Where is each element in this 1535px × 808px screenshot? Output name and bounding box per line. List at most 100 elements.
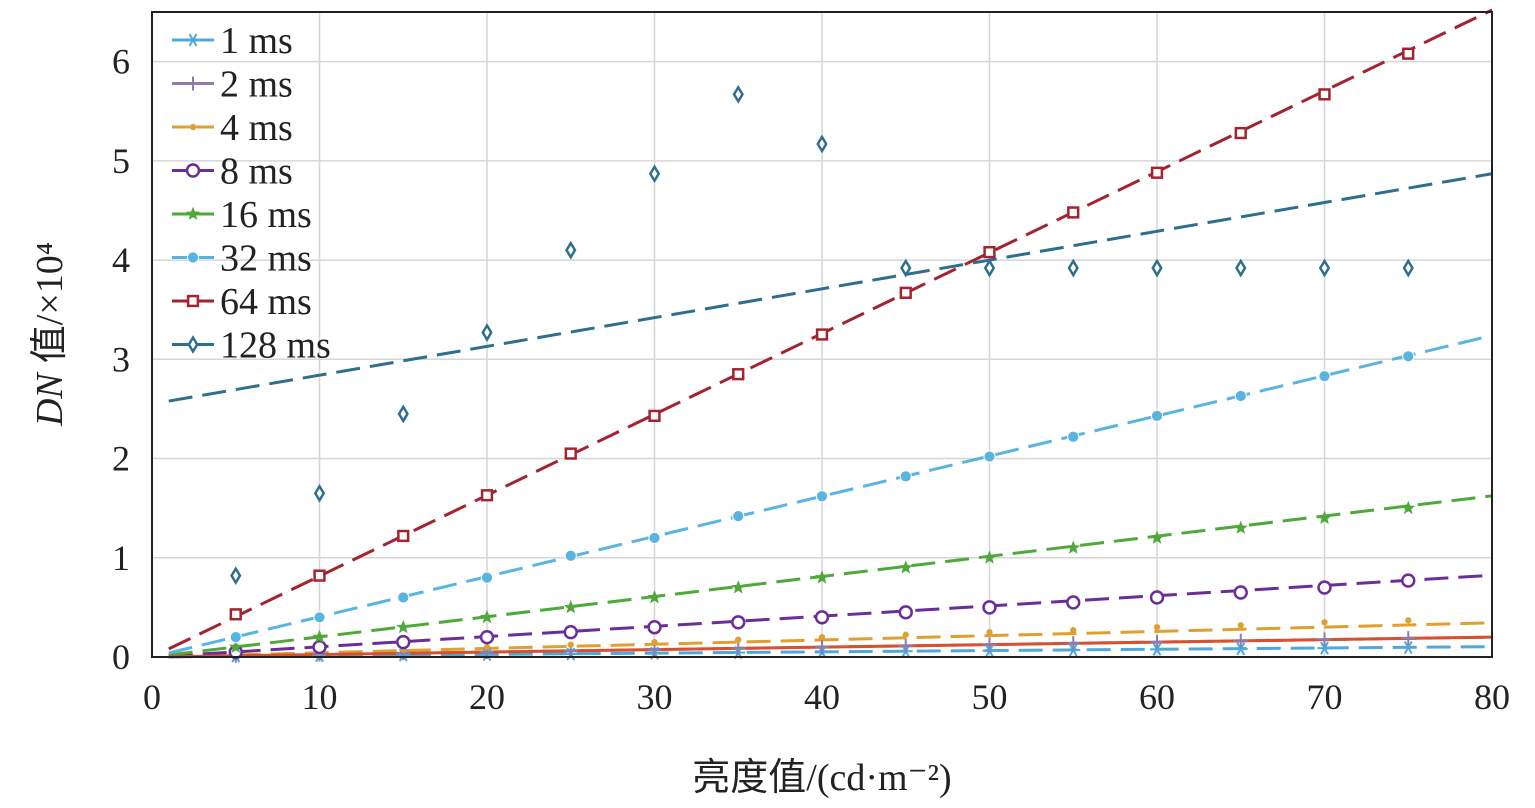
legend-item: 8 ms bbox=[172, 151, 293, 193]
marker-shape bbox=[814, 610, 830, 625]
data-point bbox=[563, 600, 578, 614]
data-point bbox=[228, 639, 243, 653]
marker-shape bbox=[1405, 617, 1412, 624]
data-point bbox=[900, 258, 912, 278]
x-tick-label: 70 bbox=[1307, 677, 1343, 717]
data-point bbox=[230, 566, 242, 586]
data-point bbox=[186, 33, 200, 47]
y-tick-label: 1 bbox=[112, 538, 130, 578]
marker-shape bbox=[1234, 126, 1247, 140]
data-point bbox=[731, 580, 746, 594]
data-point bbox=[983, 245, 996, 259]
data-point bbox=[396, 634, 411, 650]
data-point bbox=[983, 450, 996, 463]
data-point bbox=[1233, 520, 1248, 534]
data-point bbox=[1317, 580, 1332, 595]
marker-shape bbox=[732, 84, 744, 104]
x-tick-label: 10 bbox=[302, 677, 338, 717]
marker-shape bbox=[1149, 590, 1165, 605]
data-point bbox=[1321, 619, 1328, 626]
data-point bbox=[1150, 642, 1164, 656]
marker-shape bbox=[1153, 624, 1161, 631]
data-point bbox=[902, 631, 909, 638]
y-tick-label: 5 bbox=[112, 141, 130, 181]
data-point bbox=[1066, 540, 1081, 554]
y-tick-label: 2 bbox=[112, 439, 130, 479]
marker-shape bbox=[815, 490, 829, 503]
legend-item: 4 ms bbox=[172, 107, 293, 149]
marker-shape bbox=[312, 629, 327, 644]
data-point bbox=[189, 123, 197, 131]
data-point bbox=[483, 643, 491, 651]
marker-shape bbox=[1318, 88, 1331, 101]
data-point bbox=[732, 84, 744, 104]
data-point bbox=[1070, 627, 1077, 634]
marker-shape bbox=[563, 624, 578, 640]
x-tick-label: 0 bbox=[143, 677, 161, 717]
fit-lines bbox=[168, 8, 1493, 659]
marker-shape bbox=[480, 610, 494, 624]
marker-shape bbox=[1402, 258, 1414, 278]
data-point bbox=[982, 550, 997, 564]
legend-item: 2 ms bbox=[172, 64, 293, 106]
marker-shape bbox=[480, 489, 494, 502]
data-point bbox=[1235, 258, 1247, 278]
data-point bbox=[648, 531, 661, 545]
marker-shape bbox=[816, 134, 828, 154]
marker-shape bbox=[647, 590, 662, 604]
marker-shape bbox=[982, 550, 997, 564]
x-tick-label: 60 bbox=[1139, 677, 1175, 717]
fit-line bbox=[168, 172, 1493, 403]
y-tick-label: 0 bbox=[112, 637, 130, 677]
data-point bbox=[1067, 258, 1079, 278]
data-point bbox=[731, 641, 746, 656]
marker-shape bbox=[1402, 350, 1415, 363]
marker-shape bbox=[815, 570, 829, 584]
data-point bbox=[1405, 617, 1412, 624]
data-point bbox=[1066, 636, 1081, 651]
data-point bbox=[1318, 258, 1331, 278]
data-point bbox=[185, 163, 201, 178]
data-point bbox=[1233, 633, 1248, 648]
x-tick-label: 50 bbox=[972, 677, 1008, 717]
data-point bbox=[313, 569, 326, 582]
marker-shape bbox=[815, 328, 829, 341]
data-point bbox=[186, 294, 200, 308]
y-tick-label: 3 bbox=[112, 339, 130, 379]
marker-stroke bbox=[1320, 641, 1329, 655]
marker-shape bbox=[483, 643, 491, 651]
data-point bbox=[229, 608, 242, 621]
marker-shape bbox=[1317, 510, 1332, 524]
marker-shape bbox=[1401, 500, 1416, 515]
data-points bbox=[228, 47, 1416, 663]
data-point bbox=[1402, 258, 1414, 278]
data-point bbox=[648, 409, 661, 423]
marker-shape bbox=[1150, 166, 1164, 179]
data-point bbox=[1401, 573, 1416, 588]
marker-shape bbox=[397, 404, 409, 424]
data-point bbox=[312, 629, 327, 644]
x-tick-label: 20 bbox=[469, 677, 505, 717]
marker-shape bbox=[1402, 47, 1415, 60]
marker-shape bbox=[230, 566, 242, 586]
fit-line bbox=[168, 573, 1493, 658]
data-point bbox=[1233, 585, 1248, 600]
data-point bbox=[732, 509, 745, 523]
data-point bbox=[1233, 642, 1248, 656]
data-point bbox=[648, 164, 661, 184]
data-point bbox=[815, 490, 829, 503]
data-point bbox=[563, 624, 578, 640]
marker-stroke bbox=[1236, 642, 1246, 656]
data-point bbox=[186, 206, 200, 220]
y-tick-label: 6 bbox=[112, 42, 130, 82]
data-point bbox=[1401, 641, 1416, 655]
data-point bbox=[480, 489, 494, 502]
marker-shape bbox=[1233, 585, 1248, 600]
marker-shape bbox=[563, 600, 578, 614]
marker-shape bbox=[900, 258, 912, 278]
data-point bbox=[1149, 590, 1165, 605]
fit-line bbox=[168, 334, 1493, 655]
y-tick-label: 4 bbox=[112, 240, 130, 280]
marker-shape bbox=[1150, 409, 1164, 422]
marker-shape bbox=[986, 629, 993, 636]
